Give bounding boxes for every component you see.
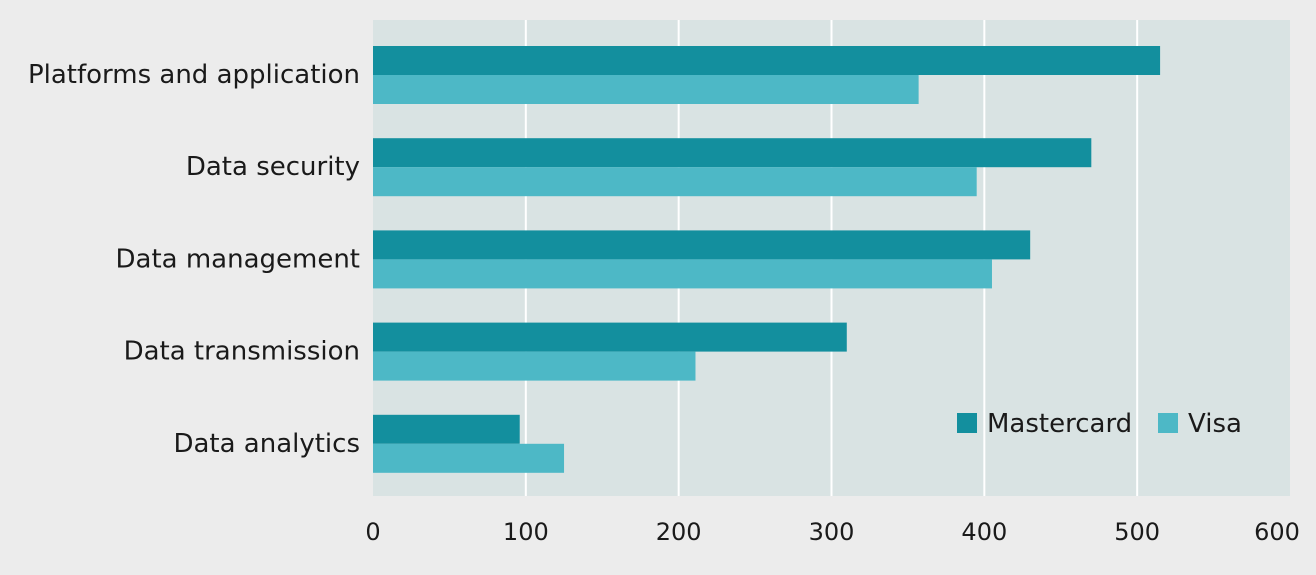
- category-label-data-management: Data management: [115, 244, 360, 274]
- x-tick-label-400: 400: [961, 518, 1007, 546]
- bars: [373, 46, 1161, 473]
- legend-label-mastercard: Mastercard: [987, 409, 1132, 439]
- bar-visa-data-management: [373, 259, 992, 289]
- category-labels: Platforms and application Data security Da…: [28, 60, 360, 459]
- legend-swatch-mastercard: [957, 413, 977, 433]
- legend: Mastercard Visa: [957, 409, 1242, 439]
- bar-mastercard-data-security: [373, 138, 1092, 168]
- bar-visa-data-transmission: [373, 351, 696, 381]
- legend-label-visa: Visa: [1188, 409, 1242, 439]
- bar-mastercard-data-transmission: [373, 322, 847, 352]
- x-tick-label-200: 200: [656, 518, 702, 546]
- x-tick-label-300: 300: [809, 518, 855, 546]
- bar-mastercard-data-analytics: [373, 414, 520, 444]
- x-tick-label-500: 500: [1114, 518, 1160, 546]
- legend-swatch-visa: [1158, 413, 1178, 433]
- bar-visa-data-analytics: [373, 443, 565, 473]
- bar-mastercard-platforms-and-application: [373, 46, 1161, 75]
- bar-visa-data-security: [373, 167, 977, 197]
- category-label-data-analytics: Data analytics: [173, 429, 360, 459]
- x-tick-label-100: 100: [503, 518, 549, 546]
- x-tick-label-600: 600: [1254, 518, 1300, 546]
- category-label-platforms-and-application: Platforms and application: [28, 60, 360, 90]
- category-label-data-security: Data security: [186, 152, 360, 182]
- x-tick-label-0: 0: [365, 518, 380, 546]
- x-tick-labels: 0 100 200 300 400 500 600: [365, 518, 1300, 546]
- bar-visa-platforms-and-application: [373, 75, 919, 104]
- category-label-data-transmission: Data transmission: [124, 337, 360, 367]
- bar-mastercard-data-management: [373, 230, 1031, 260]
